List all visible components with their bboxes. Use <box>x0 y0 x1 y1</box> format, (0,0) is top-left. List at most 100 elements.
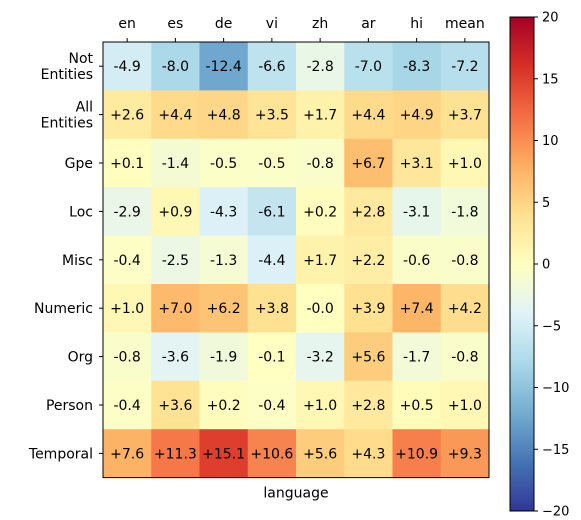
cell-value-label: +2.2 <box>351 253 385 269</box>
heatmap-cell <box>296 90 345 140</box>
cell-value-label: -1.7 <box>403 350 430 366</box>
heatmap-cell <box>151 332 200 382</box>
heatmap-cell <box>392 187 442 237</box>
y-tick-label: Loc <box>69 204 93 220</box>
cell-value-label: +3.7 <box>448 108 482 124</box>
cell-value-label: +0.5 <box>400 398 434 414</box>
heatmap-cell <box>296 429 345 479</box>
heatmap-cell <box>103 90 152 140</box>
cell-value-label: +10.9 <box>395 446 438 462</box>
heatmap-cell <box>296 42 345 91</box>
heatmap-cell <box>440 187 490 237</box>
cell-value-label: +3.9 <box>351 301 385 317</box>
cell-value-label: +2.8 <box>351 204 385 220</box>
heatmap-cell <box>392 138 442 188</box>
cell-value-label: -0.8 <box>113 350 140 366</box>
cell-value-label: +1.0 <box>303 398 337 414</box>
cell-value-label: +11.3 <box>154 446 197 462</box>
heatmap-cell <box>344 380 393 430</box>
cell-value-label: -2.9 <box>113 204 140 220</box>
colorbar-tick-label: 15 <box>542 72 559 87</box>
heatmap-cell <box>199 235 249 285</box>
heatmap-cell <box>392 90 442 140</box>
cell-value-label: -4.3 <box>210 204 237 220</box>
cell-value-label: -6.1 <box>258 204 285 220</box>
colorbar-tick-label: 10 <box>542 134 559 149</box>
heatmap-cell <box>103 380 152 430</box>
y-axis-ticks: Not Entities All Entities Gpe Loc Misc Numeric O… <box>28 51 103 462</box>
heatmap-cell <box>247 380 297 430</box>
y-tick-label: Gpe <box>65 156 93 172</box>
heatmap-cell <box>392 284 442 333</box>
cell-value-label: -0.8 <box>451 253 478 269</box>
colorbar-tick-label: 20 <box>542 11 559 26</box>
cell-value-label: +9.3 <box>448 446 482 462</box>
heatmap-cell <box>103 332 152 382</box>
cell-value-label: -2.8 <box>306 59 333 75</box>
colorbar-tick-label: −20 <box>542 505 569 520</box>
cell-value-label: -0.8 <box>451 350 478 366</box>
cell-value-label: -0.4 <box>258 398 285 414</box>
heatmap-cell <box>199 138 249 188</box>
y-tick-label: Misc <box>62 253 93 269</box>
heatmap-cell <box>344 284 393 333</box>
cell-value-label: +4.3 <box>351 446 385 462</box>
heatmap-cell <box>151 380 200 430</box>
heatmap-cell <box>440 332 490 382</box>
heatmap-cell <box>296 380 345 430</box>
heatmap-cells: -4.9 -8.0 -12.4 -6.6 -2.8 -7.0 -8.3 -7.2 +2.6 +4.… <box>103 42 490 479</box>
cell-value-label: +7.4 <box>400 301 434 317</box>
x-tick-label: en <box>118 16 136 32</box>
cell-value-label: +15.1 <box>202 446 245 462</box>
heatmap-cell <box>392 235 442 285</box>
heatmap-cell <box>103 235 152 285</box>
cell-value-label: -3.6 <box>162 350 189 366</box>
cell-value-label: +3.5 <box>255 108 289 124</box>
heatmap-cell <box>103 284 152 333</box>
colorbar: 20 15 10 5 0 −5 −10 −15 −20 <box>509 11 569 520</box>
heatmap-cell <box>392 429 442 479</box>
heatmap-cell <box>344 429 393 479</box>
heatmap-cell <box>247 42 297 91</box>
cell-value-label: +7.0 <box>158 301 192 317</box>
heatmap-cell <box>199 429 249 479</box>
cell-value-label: +1.0 <box>110 301 144 317</box>
cell-value-label: +4.2 <box>448 301 482 317</box>
cell-value-label: +5.6 <box>303 446 337 462</box>
heatmap-cell <box>103 429 152 479</box>
cell-value-label: -1.3 <box>210 253 237 269</box>
colorbar-tick-label: 0 <box>542 258 550 273</box>
cell-value-label: +2.6 <box>110 108 144 124</box>
cell-value-label: +1.7 <box>303 108 337 124</box>
cell-value-label: +3.1 <box>400 156 434 172</box>
cell-value-label: +7.6 <box>110 446 144 462</box>
heatmap-cell <box>103 187 152 237</box>
cell-value-label: +6.2 <box>207 301 241 317</box>
heatmap-cell <box>247 235 297 285</box>
cell-value-label: +1.7 <box>303 253 337 269</box>
cell-value-label: -3.2 <box>306 350 333 366</box>
cell-value-label: +6.7 <box>351 156 385 172</box>
heatmap-cell <box>151 235 200 285</box>
cell-value-label: -8.0 <box>162 59 189 75</box>
x-axis-title: language <box>263 486 328 502</box>
cell-value-label: -8.3 <box>403 59 430 75</box>
cell-value-label: -0.6 <box>403 253 430 269</box>
cell-value-label: +2.8 <box>351 398 385 414</box>
heatmap-cell <box>247 284 297 333</box>
heatmap-cell <box>296 284 345 333</box>
cell-value-label: -7.2 <box>451 59 478 75</box>
cell-value-label: -0.5 <box>258 156 285 172</box>
heatmap-cell <box>344 42 393 91</box>
heatmap-cell <box>344 138 393 188</box>
x-tick-label: vi <box>266 16 278 32</box>
cell-value-label: +1.0 <box>448 156 482 172</box>
colorbar-tick-label: −10 <box>542 381 569 396</box>
heatmap-cell <box>344 90 393 140</box>
cell-value-label: +0.9 <box>158 204 192 220</box>
cell-value-label: -2.5 <box>162 253 189 269</box>
y-tick-label: Temporal <box>28 446 93 462</box>
cell-value-label: -1.8 <box>451 204 478 220</box>
colorbar-tick-label: 5 <box>542 196 550 211</box>
heatmap-cell <box>440 235 490 285</box>
